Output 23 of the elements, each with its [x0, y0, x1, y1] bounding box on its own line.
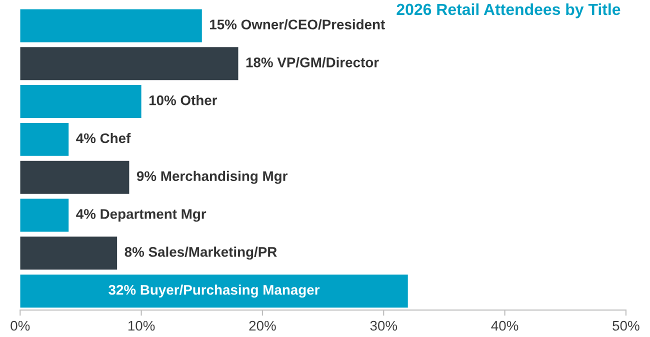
bar	[20, 236, 118, 270]
text: 32% Buyer/Purchasing Manager	[108, 284, 320, 298]
chart-title: 2026 Retail Attendees by Title	[396, 3, 620, 18]
text: 9% Merchandising Mgr	[136, 170, 288, 184]
text: 10% Other	[149, 95, 218, 106]
bar	[20, 9, 202, 42]
text: 4% Department Mgr	[76, 209, 206, 222]
text: 8% Sales/Marketing/PR	[124, 246, 277, 260]
bar	[20, 122, 69, 156]
x-tick-label: 20%	[249, 320, 276, 331]
x-tick-label: 30%	[370, 320, 398, 331]
bar	[20, 47, 238, 80]
bar	[20, 198, 69, 232]
x-tick-label: 50%	[612, 320, 640, 331]
x-tick-label: 40%	[491, 320, 518, 331]
x-tick-label: 0%	[10, 320, 30, 331]
text: 4% Chef	[76, 132, 131, 144]
bar	[20, 160, 130, 194]
bar	[20, 274, 408, 308]
bar	[20, 85, 142, 118]
x-tick-label: 10%	[128, 320, 155, 331]
text: 18% VP/GM/Director	[246, 57, 379, 68]
text: 15% Owner/CEO/President	[210, 19, 385, 30]
